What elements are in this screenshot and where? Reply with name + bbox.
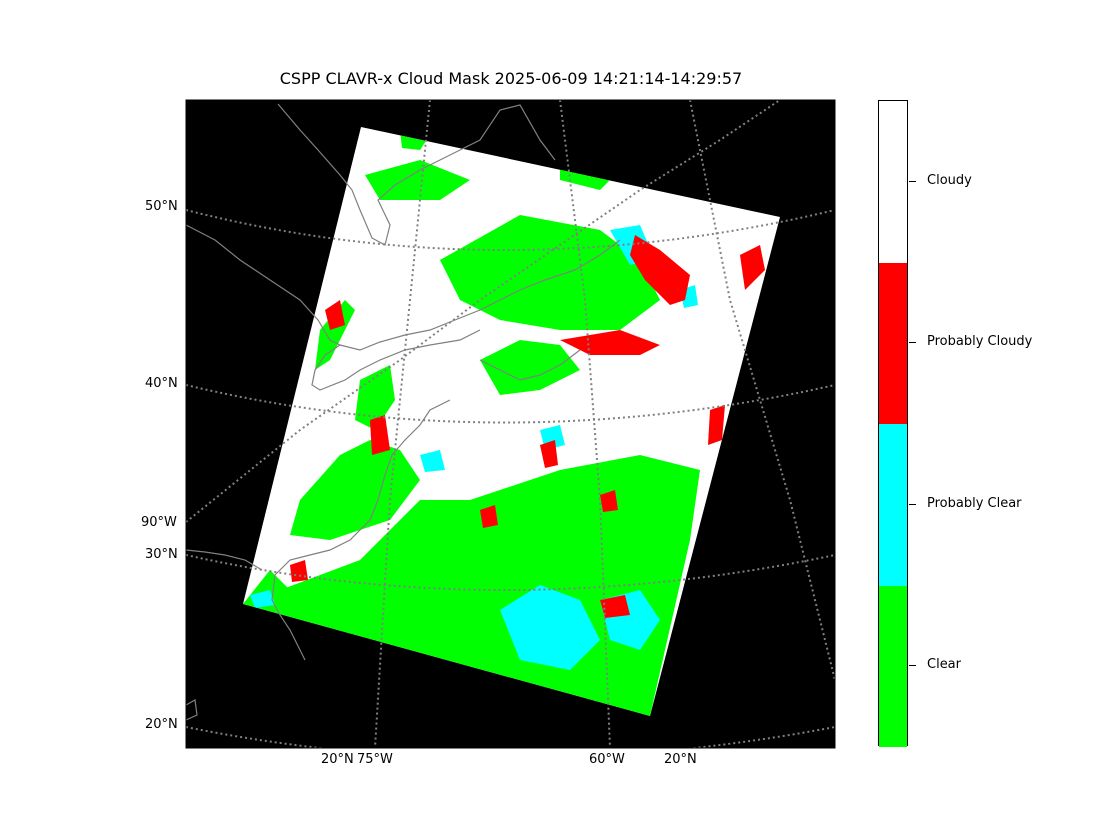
colorbar-label: Clear (927, 657, 961, 673)
graticule (186, 100, 835, 748)
colorbar-tick (909, 180, 916, 182)
colorbar (878, 100, 908, 747)
lon-label-60w: 60°W (589, 752, 625, 767)
bottom-label-20n-left: 20°N (321, 752, 354, 767)
map-frame (185, 99, 836, 749)
coastlines (186, 103, 621, 721)
colorbar-segment-cloudy (879, 101, 907, 263)
lat-label-40: 40°N (145, 376, 178, 391)
colorbar-segment-clear (879, 585, 907, 747)
lat-label-30: 30°N (145, 547, 178, 562)
colorbar-label: Cloudy (927, 172, 972, 188)
colorbar-tick (909, 503, 916, 505)
probably-cloudy-regions (290, 235, 765, 618)
lat-label-20: 20°N (145, 717, 178, 732)
colorbar-tick (909, 342, 916, 344)
lat-label-50: 50°N (145, 199, 178, 214)
lon-label-75w: 75°W (357, 752, 393, 767)
colorbar-tick (909, 665, 916, 667)
probably-clear-regions (250, 225, 698, 670)
colorbar-label: Probably Cloudy (927, 334, 1033, 350)
cloud-mask-patches (243, 130, 765, 716)
map-title: CSPP CLAVR-x Cloud Mask 2025-06-09 14:21… (279, 69, 743, 88)
colorbar-segment-probably-clear (879, 424, 907, 586)
colorbar-segment-probably-cloudy (879, 262, 907, 424)
colorbar-label: Probably Clear (927, 495, 1022, 511)
lon-label-90w: 90°W (141, 515, 177, 530)
bottom-label-20n-right: 20°N (664, 752, 697, 767)
